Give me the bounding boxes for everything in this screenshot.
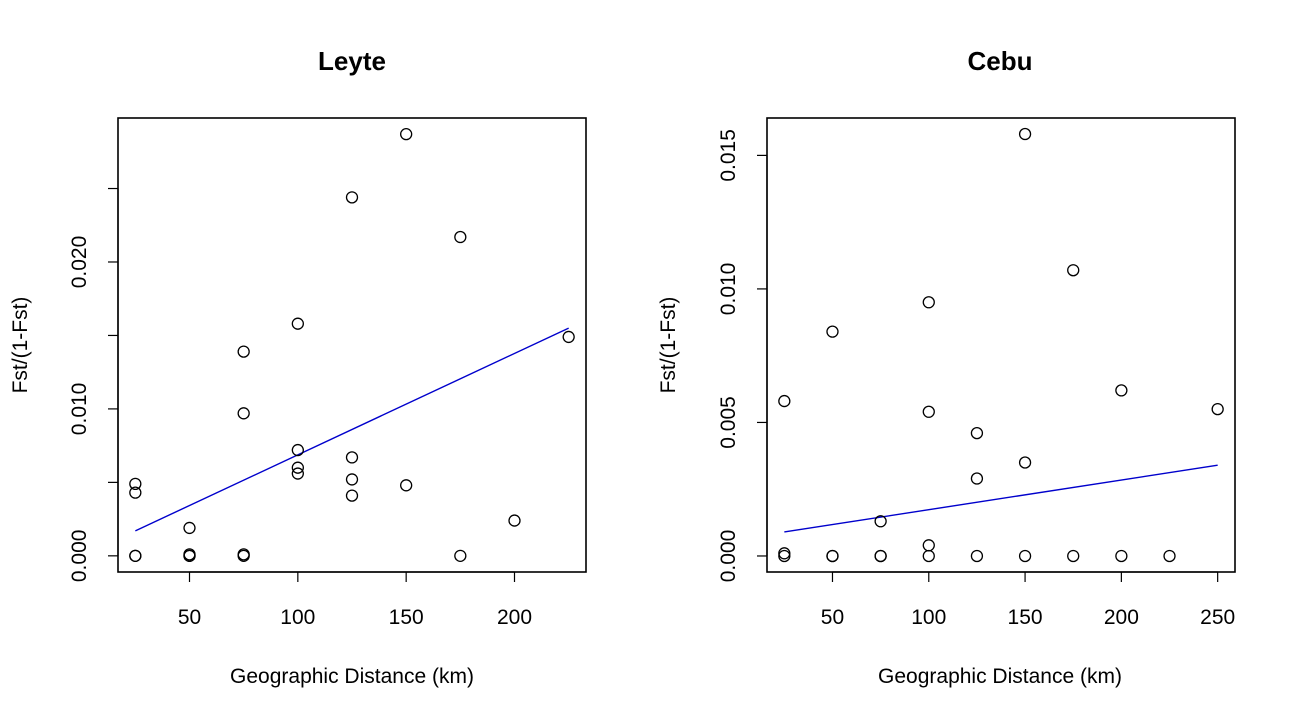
data-point (874, 515, 887, 528)
y-tick-label: 0.015 (717, 129, 740, 182)
data-point (237, 407, 250, 420)
data-point (183, 549, 196, 562)
data-point (454, 549, 467, 562)
data-point (291, 443, 304, 457)
x-axis-label: Geographic Distance (km) (230, 665, 474, 688)
y-tick-label: 0.020 (68, 236, 91, 289)
y-tick-label: 0.010 (717, 263, 740, 316)
y-axis-label: Fst/(1-Fst) (657, 297, 680, 394)
data-point (826, 325, 839, 338)
y-axis-label: Fst/(1-Fst) (9, 297, 32, 394)
data-point (345, 451, 359, 464)
data-point (1018, 549, 1032, 563)
x-tick-label: 200 (1104, 606, 1139, 629)
data-point (129, 486, 142, 499)
y-tick-label: 0.000 (68, 530, 91, 583)
data-point (970, 426, 984, 440)
data-point (874, 549, 887, 563)
x-tick-label: 100 (280, 606, 315, 629)
y-tick-label: 0.005 (717, 396, 740, 449)
y-tick-label: 0.000 (717, 530, 740, 583)
data-point (345, 191, 359, 204)
chart-title: Leyte (318, 46, 386, 76)
data-point (778, 394, 791, 408)
x-tick-label: 250 (1200, 606, 1235, 629)
regression-line (784, 464, 1218, 533)
plot-frame (766, 117, 1236, 573)
regression-line (135, 327, 569, 532)
data-point (922, 405, 935, 418)
data-point (1115, 549, 1128, 563)
data-point (970, 472, 984, 485)
data-point (129, 477, 142, 490)
data-point (237, 345, 250, 358)
data-point (291, 467, 304, 480)
data-point (922, 296, 935, 309)
data-point (508, 514, 521, 527)
x-tick-label: 50 (178, 606, 201, 629)
data-point (826, 549, 839, 563)
x-tick-label: 150 (389, 606, 424, 629)
data-point (970, 549, 984, 563)
data-point (1115, 384, 1128, 397)
x-tick-label: 100 (911, 606, 946, 629)
data-point (454, 230, 467, 244)
data-point (922, 549, 935, 563)
x-tick-label: 150 (1008, 606, 1043, 629)
leyte-panel: Leyte Geographic Distance (km) Fst/(1-Fs… (9, 46, 587, 688)
data-point (291, 461, 304, 474)
x-tick-label: 200 (497, 606, 532, 629)
data-point (400, 128, 413, 141)
data-point (1018, 456, 1032, 469)
cebu-panel: Cebu Geographic Distance (km) Fst/(1-Fst… (657, 46, 1236, 688)
data-point (778, 549, 791, 563)
data-point (345, 489, 359, 502)
chart-title: Cebu (968, 46, 1033, 76)
data-point (1067, 264, 1080, 277)
data-point (129, 549, 142, 562)
data-point (1067, 549, 1080, 563)
data-point (400, 479, 413, 492)
data-point (922, 539, 935, 552)
data-point (1211, 402, 1224, 416)
data-point (183, 521, 196, 535)
data-point (291, 317, 304, 330)
x-axis-label: Geographic Distance (km) (878, 665, 1122, 688)
plot-frame (117, 117, 587, 573)
data-point (1018, 127, 1032, 141)
data-point (778, 547, 791, 560)
data-point (237, 549, 250, 562)
data-point (1163, 549, 1176, 563)
data-point (562, 330, 575, 344)
x-tick-label: 50 (821, 606, 844, 629)
data-point (345, 473, 359, 486)
y-tick-label: 0.010 (68, 383, 91, 436)
